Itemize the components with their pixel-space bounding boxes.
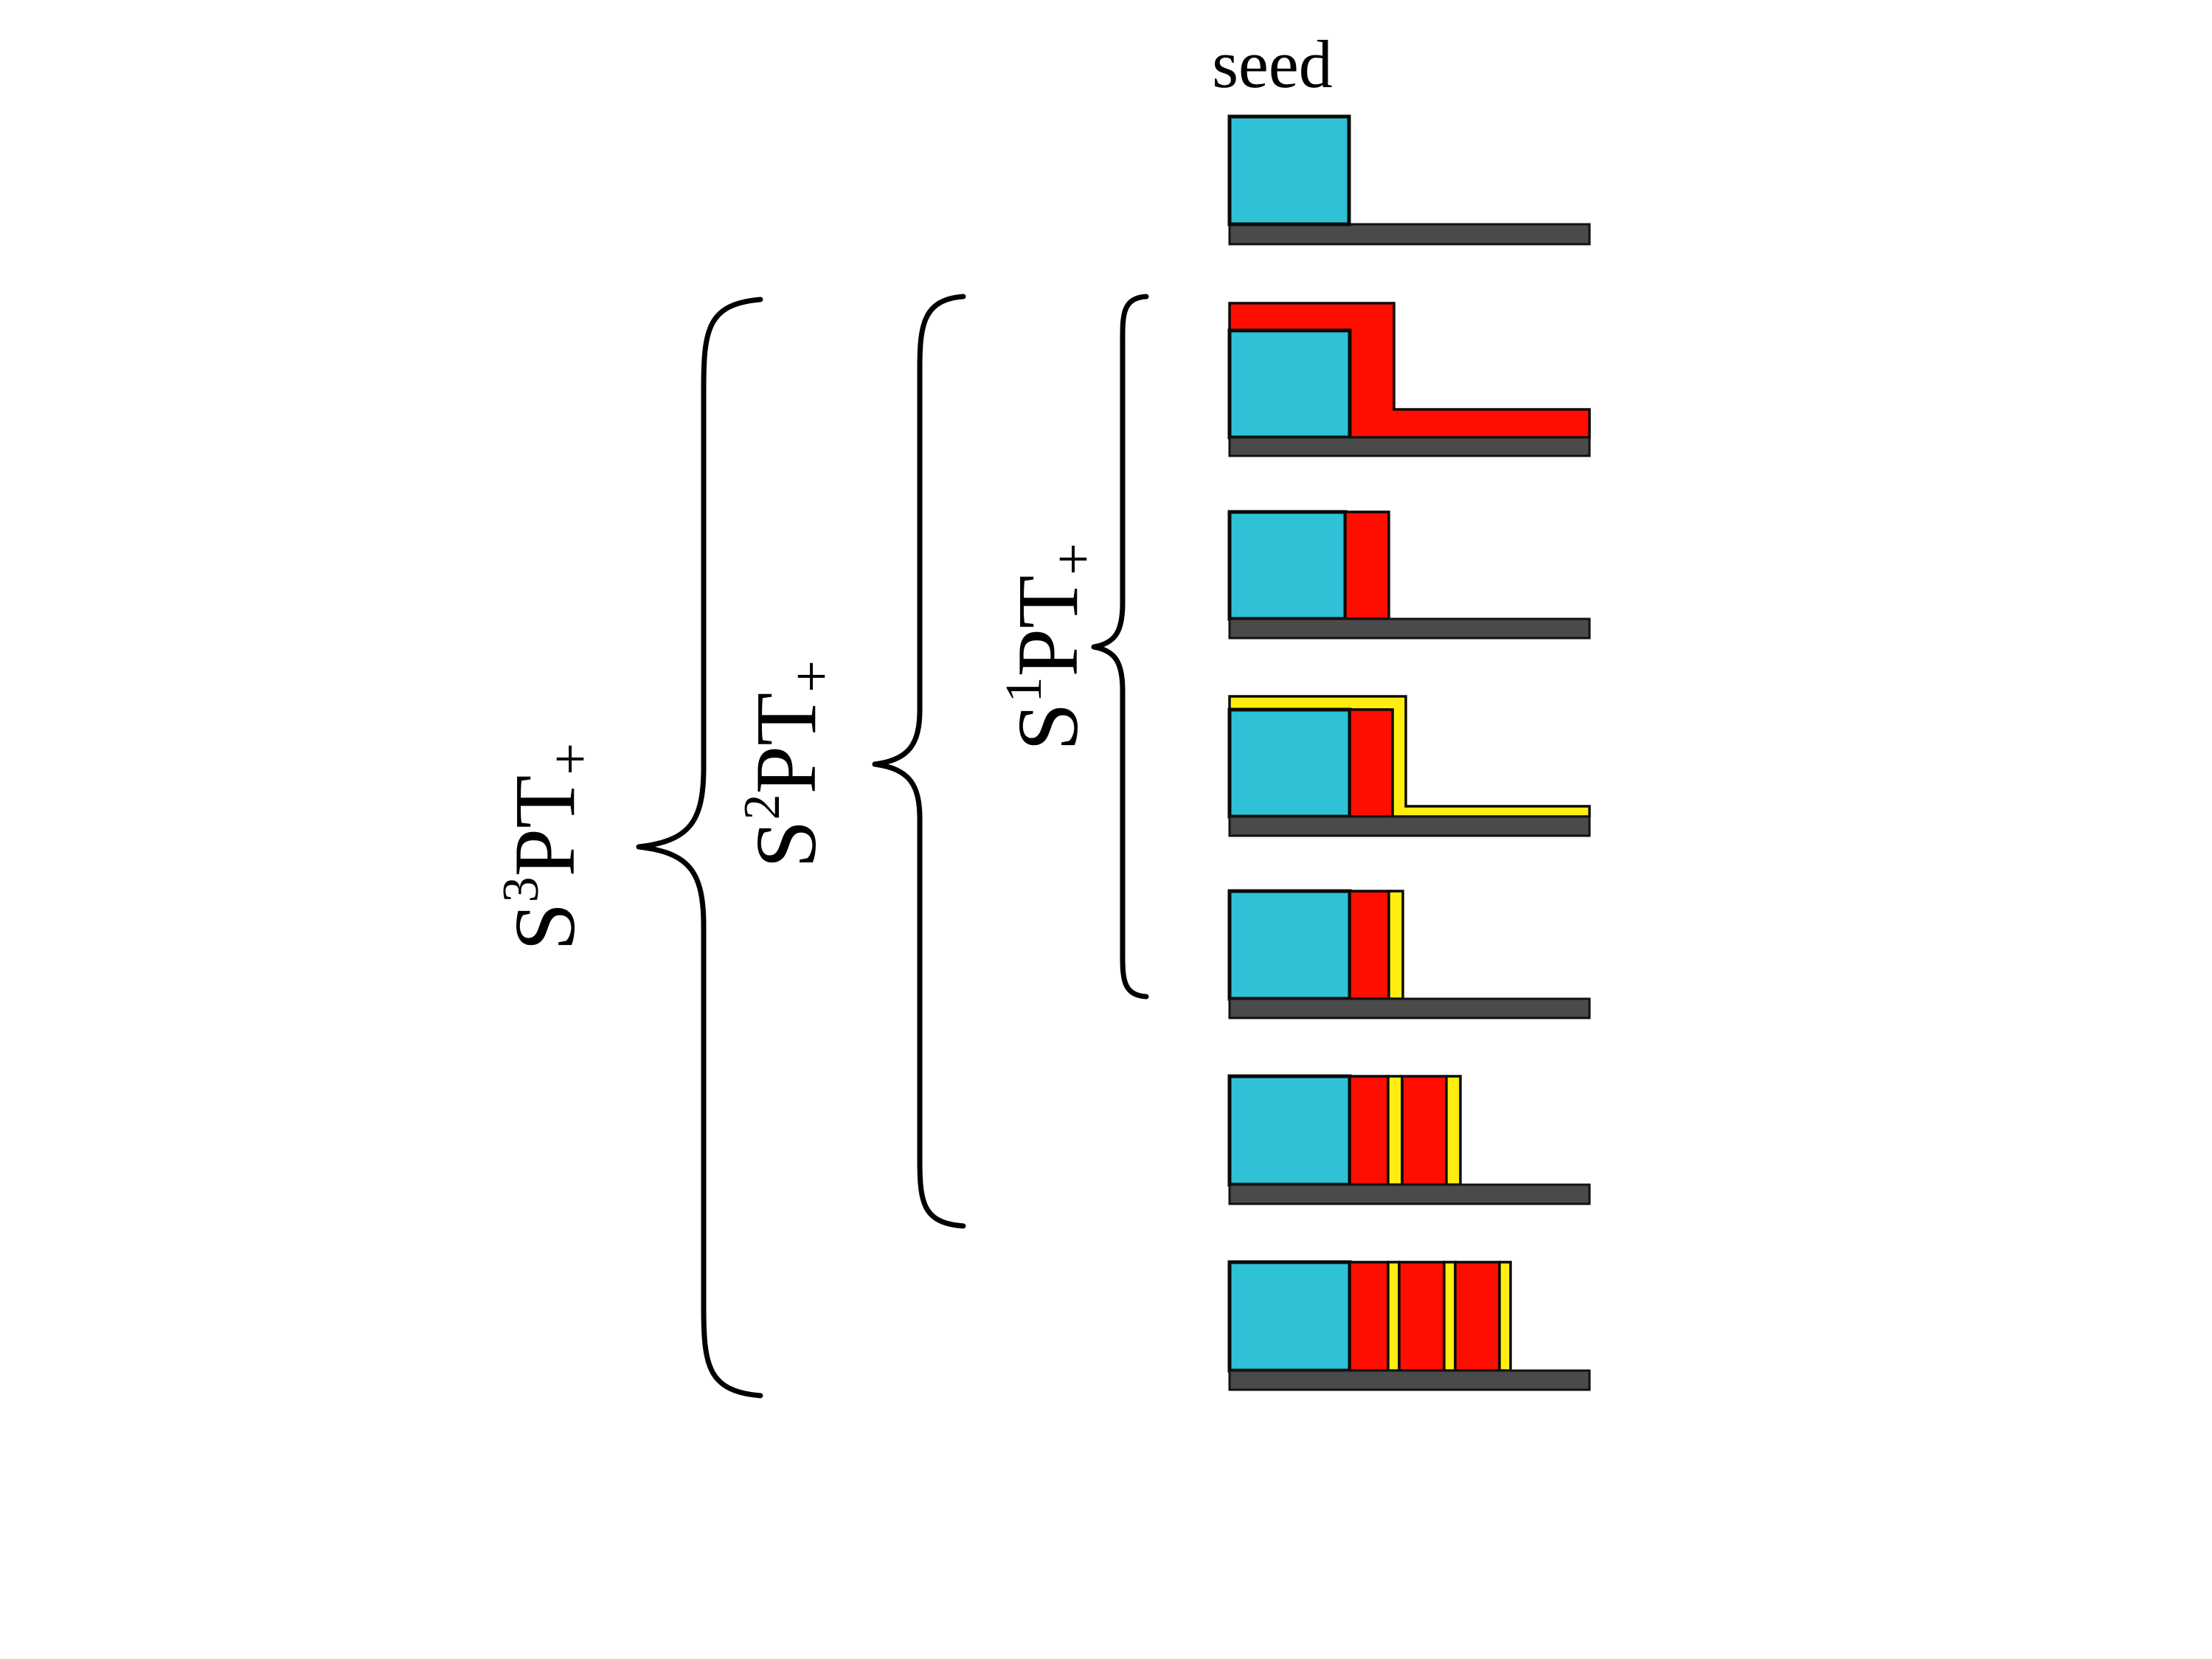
panel-1 [1227,302,1591,457]
label-s3pt: S3PT+ [493,743,602,951]
brace-s3 [636,297,763,1399]
seed-block [1227,328,1352,440]
yellow-layer [1387,1075,1404,1186]
red-layer [1398,1261,1446,1372]
seed-block [1227,1074,1352,1187]
yellow-layer [1443,1261,1457,1372]
brace-s1 [1091,294,1149,1000]
seed-block [1227,114,1351,226]
yellow-layer [1445,1075,1462,1186]
panel-4 [1227,889,1591,1019]
svg-text:S2PT+: S2PT+ [734,660,843,868]
substrate-bar [1228,1369,1591,1391]
red-layer [1348,1075,1390,1186]
panel-seed [1227,114,1591,246]
panel-3 [1227,695,1591,837]
panel-6 [1227,1260,1591,1391]
substrate-bar [1228,997,1591,1019]
label-s1pt: S1PT+ [996,543,1105,751]
seed-block [1227,707,1352,819]
red-layer [1348,708,1394,818]
substrate-bar [1228,1183,1591,1205]
substrate-bar [1228,436,1591,457]
panel-5 [1227,1074,1591,1205]
label-s2pt: S2PT+ [734,660,843,868]
seed-block [1227,889,1352,1001]
seed-label: seed [1212,27,1332,102]
yellow-layer [1498,1261,1512,1372]
svg-text:S1PT+: S1PT+ [996,543,1105,751]
red-layer [1454,1261,1501,1372]
red-layer [1344,510,1390,620]
substrate-bar [1228,617,1591,640]
brace-s2 [872,294,966,1229]
substrate-bar [1228,815,1591,837]
yellow-layer [1387,1261,1401,1372]
red-layer [1401,1075,1448,1186]
panel-2 [1227,510,1591,640]
red-layer [1348,1261,1390,1372]
substrate-bar [1228,223,1591,246]
seed-block [1227,510,1348,621]
seed-block [1227,1260,1352,1373]
yellow-layer [1387,890,1404,1000]
svg-text:S3PT+: S3PT+ [493,743,602,951]
red-layer [1348,890,1390,1000]
